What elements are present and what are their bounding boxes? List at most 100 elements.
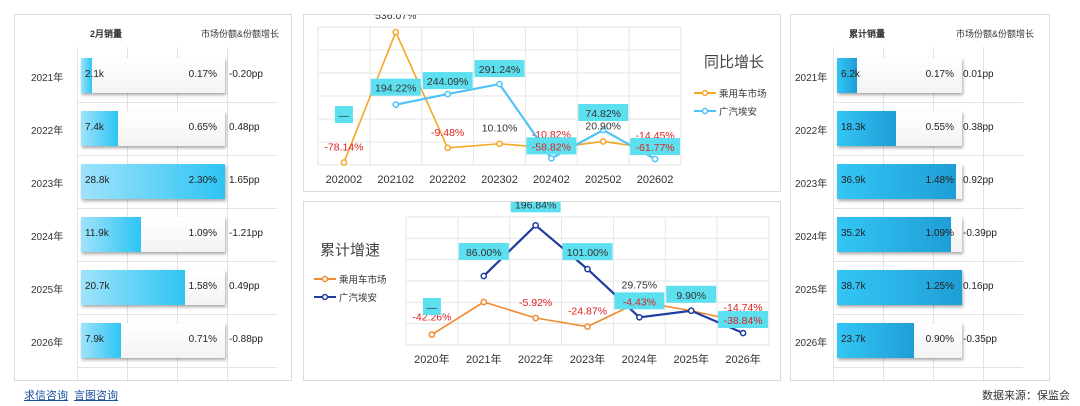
x-tick-label: 202402	[533, 174, 570, 186]
data-label: 196.84%	[515, 202, 556, 211]
data-point	[428, 331, 436, 338]
data-point	[651, 155, 659, 163]
label-box	[422, 72, 473, 90]
data-label: -4.43%	[623, 296, 656, 308]
legend-marker	[321, 275, 329, 283]
data-label: -38.84%	[724, 315, 763, 327]
sales-value: 11.9k	[85, 228, 109, 239]
data-label: 86.00%	[466, 247, 502, 259]
sales-value: 6.2k	[841, 69, 860, 80]
legend-label: 乘用车市场	[719, 88, 767, 100]
data-label: -42.26%	[412, 312, 451, 324]
sales-bar: 2.1k 0.17%	[81, 58, 225, 93]
data-point	[496, 80, 503, 88]
data-point	[392, 101, 400, 109]
sales-bar-fill	[837, 58, 857, 93]
market-share: 0.90%	[925, 334, 954, 345]
share-growth: -0.35pp	[963, 334, 997, 345]
yoy-growth-chart: 202002 202102 202202 202302 202402 202502 2026…	[317, 10, 767, 186]
data-point	[480, 272, 488, 280]
data-label: 291.24%	[479, 64, 520, 76]
data-label: -61.77%	[636, 142, 675, 154]
divider	[127, 47, 128, 382]
chart-title: 累计增速	[320, 242, 380, 259]
market-share: 0.17%	[188, 69, 217, 80]
row-divider	[833, 208, 1023, 209]
cumulative-sales-header: 累计销量	[849, 29, 886, 39]
data-label: 194.22%	[375, 83, 416, 95]
x-tick-label: 202102	[377, 174, 414, 186]
x-tick-label: 202302	[481, 174, 518, 186]
link-yantu[interactable]: 言图咨询	[74, 390, 118, 402]
divider	[933, 47, 934, 382]
label-box	[458, 242, 509, 260]
row-divider	[77, 102, 277, 103]
sales-bar: 7.4k 0.65%	[81, 111, 225, 146]
cumulative-share-header: 市场份额&份额增长	[956, 29, 1035, 39]
market-share: 0.17%	[925, 69, 954, 80]
sales-bar-fill	[837, 217, 951, 252]
link-qiuxin[interactable]: 求信咨询	[24, 390, 68, 402]
data-label: 20.90%	[585, 120, 621, 132]
monthly-sales-panel: 2月销量 市场份额&份额增长 2021年 2.1k 0.17% -0.20pp 2022…	[14, 14, 292, 382]
sales-bar-fill	[81, 217, 141, 252]
cumulative-growth-chart: 2020年 2021年 2022年 2023年 2024年 2025年 2026年 累计增速乘…	[314, 195, 770, 366]
x-tick-label: 2025年	[673, 352, 708, 366]
data-point	[599, 138, 607, 145]
row-year-label: 2021年	[795, 73, 828, 84]
data-point	[548, 155, 555, 162]
share-growth: 1.65pp	[229, 175, 260, 186]
data-label: -78.14%	[324, 141, 363, 153]
x-tick-label: 2024年	[622, 352, 657, 366]
row-divider	[77, 314, 277, 315]
share-growth: -0.39pp	[963, 228, 997, 239]
sales-bar: 23.7k 0.90%	[837, 323, 962, 358]
sales-bar: 20.7k 1.58%	[81, 270, 225, 305]
share-growth: 0.92pp	[963, 175, 994, 186]
sales-value: 28.8k	[85, 175, 110, 186]
data-point	[532, 221, 539, 229]
x-tick-label: 2021年	[466, 352, 501, 366]
label-box	[422, 298, 441, 315]
row-divider	[833, 102, 1023, 103]
sales-bar-fill	[81, 323, 121, 358]
x-tick-label: 202602	[637, 174, 674, 186]
sales-bar-fill	[81, 111, 118, 146]
data-label: 10.10%	[482, 123, 518, 135]
sales-value: 35.2k	[841, 228, 866, 239]
data-point	[599, 126, 607, 134]
sales-bar-fill	[81, 164, 225, 199]
share-growth: -1.21pp	[229, 228, 263, 239]
share-growth: 0.49pp	[229, 281, 260, 292]
row-year-label: 2023年	[795, 179, 828, 190]
cumulative-growth-chart-panel: 2020年 2021年 2022年 2023年 2024年 2025年 2026年 累计增速乘…	[303, 195, 781, 381]
share-growth: 0.48pp	[229, 122, 260, 133]
label-box	[614, 292, 665, 310]
sales-bar: 18.3k 0.55%	[837, 111, 962, 146]
market-share: 1.09%	[188, 228, 217, 239]
label-box	[578, 104, 629, 122]
sales-bar-fill	[837, 270, 962, 305]
sales-bar: 36.9k 1.48%	[837, 164, 962, 199]
data-point	[340, 159, 348, 166]
legend-marker	[701, 89, 709, 97]
x-tick-label: 202202	[429, 174, 466, 186]
sales-value: 7.4k	[85, 122, 104, 133]
monthly-share-header: 市场份额&份额增长	[201, 29, 280, 39]
x-tick-label: 2020年	[414, 352, 449, 366]
divider	[833, 47, 834, 382]
market-share: 0.71%	[188, 334, 217, 345]
row-year-label: 2021年	[31, 73, 64, 84]
series-line	[483, 223, 744, 335]
sales-value: 36.9k	[841, 175, 866, 186]
market-share: 0.55%	[925, 122, 954, 133]
sales-value: 2.1k	[85, 69, 104, 80]
row-year-label: 2025年	[795, 285, 828, 296]
market-share: 1.25%	[925, 281, 954, 292]
sales-bar: 7.9k 0.71%	[81, 323, 225, 358]
data-label: -14.74%	[724, 302, 763, 314]
label-box	[370, 78, 421, 96]
market-share: 1.09%	[925, 228, 954, 239]
share-growth: 0.38pp	[963, 122, 994, 133]
label-box	[666, 285, 717, 303]
